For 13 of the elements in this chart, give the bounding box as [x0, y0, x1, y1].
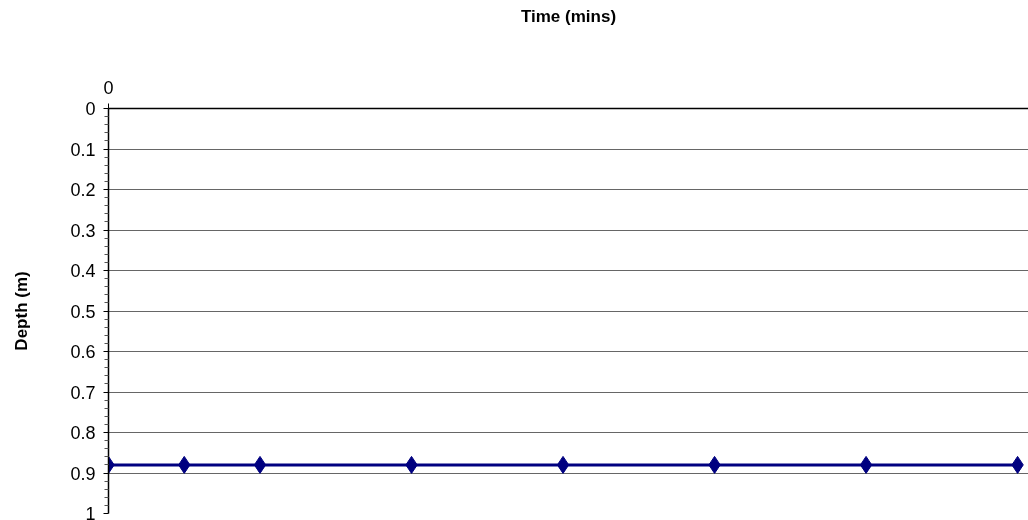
y-tick-label: 0.5	[70, 301, 96, 322]
x-axis-title: Time (mins)	[520, 6, 617, 26]
y-tick-label: 0.4	[70, 261, 96, 281]
y-tick-label: 0	[85, 99, 96, 119]
y-axis-title: Depth (m)	[12, 271, 32, 351]
y-tick-label: 1	[85, 504, 96, 520]
y-tick-label: 0.3	[70, 220, 96, 241]
y-tick-label: 0.9	[70, 463, 96, 484]
y-tick-label: 0.1	[70, 139, 96, 160]
y-tick-label: 0.6	[70, 342, 96, 362]
y-tick-label: 0.2	[70, 180, 96, 200]
y-tick-label: 0.7	[70, 382, 96, 403]
y-tick-label: 0.8	[70, 423, 96, 443]
